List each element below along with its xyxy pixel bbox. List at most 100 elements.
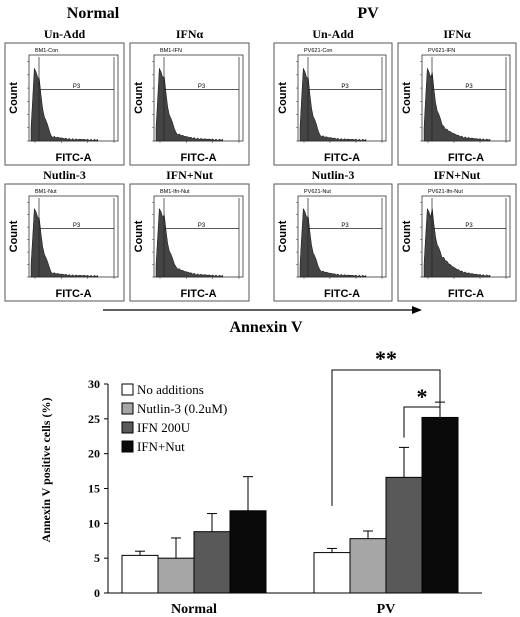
annexin-arrow-head [412, 306, 422, 314]
flow-panel-frame [4, 42, 125, 166]
flow-x-axis-label: FITC-A [448, 288, 484, 300]
legend-label: Nutlin-3 (0.2uM) [137, 401, 227, 416]
flow-histogram [30, 207, 99, 278]
flow-y-axis-label: Count [8, 220, 20, 252]
legend-label: IFN 200U [137, 420, 191, 435]
flow-histogram [30, 67, 99, 142]
bar-chart: Annexin V positive cells (%) 0 5 10 15 20 25 3… [39, 346, 482, 617]
significance-brackets: *** [331, 346, 441, 506]
flow-panel-frame [397, 183, 517, 302]
flow-panel-title: Un-Add [312, 27, 354, 41]
bar-chart-y-ticks: 0 5 10 15 20 25 30 [88, 377, 482, 600]
y-tick-label: 10 [88, 516, 100, 530]
flow-panel: Nutlin-3 BM1-Nut P3 FITC-A Count [4, 168, 125, 302]
legend-label: No additions [137, 382, 204, 397]
flow-panel: IFNα PV621-IFN P3 FITC-A Count [397, 27, 517, 166]
bar-chart-legend: No additions Nutlin-3 (0.2uM) IFN 200U IFN+… [121, 382, 227, 454]
bar [193, 531, 231, 594]
flow-histogram [423, 67, 491, 142]
flow-cytometry-panels: Un-Add BM1-Con P3 FITC-A Count IFNα BM1-IFN P3 F… [4, 27, 517, 302]
flow-panel-title: IFNα [176, 27, 204, 41]
bar [385, 476, 423, 594]
flow-panel-frame [4, 183, 125, 302]
flow-y-axis-label: Count [401, 220, 413, 252]
y-tick-label: 15 [88, 482, 100, 496]
bar-chart-y-axis-label: Annexin V positive cells (%) [39, 398, 53, 543]
bar [229, 510, 267, 594]
bar [121, 554, 159, 594]
legend-swatch [121, 402, 134, 415]
legend-swatch [121, 421, 134, 434]
bar [421, 416, 459, 594]
flow-x-axis-label: FITC-A [324, 152, 360, 164]
flow-panel: IFNα BM1-IFN P3 FITC-A Count [129, 27, 250, 166]
flow-panel: Un-Add PV621-Con P3 FITC-A Count [273, 27, 393, 166]
bar [157, 557, 195, 594]
flow-sample-id: PV621-IFN [428, 48, 455, 54]
flow-histogram [423, 207, 491, 278]
annexin-label: Annexin V [229, 319, 303, 336]
flow-panel: IFN+Nut PV621-Ifn-Nut P3 FITC-A Count [397, 168, 517, 302]
gate-label: P3 [465, 84, 473, 90]
x-category-label: Normal [171, 602, 217, 617]
flow-histogram [155, 67, 224, 142]
gate-label: P3 [198, 84, 206, 90]
legend-swatch [121, 440, 134, 453]
bar [349, 538, 387, 594]
flow-x-axis-label: FITC-A [55, 152, 91, 164]
flow-histogram [299, 207, 367, 278]
significance-bracket [403, 400, 441, 438]
flow-sample-id: PV621-Con [304, 48, 332, 54]
flow-y-axis-label: Count [8, 82, 20, 114]
flow-panel: Un-Add BM1-Con P3 FITC-A Count [4, 27, 125, 166]
y-tick-label: 30 [88, 377, 100, 391]
gate-label: P3 [341, 84, 349, 90]
flow-panel-frame [273, 42, 393, 166]
flow-panel-title: IFN+Nut [166, 168, 213, 182]
flow-panel: IFN+Nut BM1-Ifn-Nut P3 FITC-A Count [129, 168, 250, 302]
y-tick-label: 0 [94, 586, 100, 600]
significance-label: ** [375, 346, 397, 371]
flow-sample-id: BM1-Ifn-Nut [160, 189, 190, 195]
flow-panel-title: IFN+Nut [434, 168, 481, 182]
flow-panel-frame [129, 183, 250, 302]
flow-panel-title: IFNα [443, 27, 471, 41]
flow-panel-frame [397, 42, 517, 166]
flow-y-axis-label: Count [277, 220, 289, 252]
bar-chart-bars [121, 401, 459, 594]
flow-panel: Nutlin-3 PV621-Nut P3 FITC-A Count [273, 168, 393, 302]
flow-x-axis-label: FITC-A [180, 152, 216, 164]
legend-swatch [121, 383, 134, 396]
flow-y-axis-label: Count [277, 82, 289, 114]
group-label-pv: PV [357, 5, 379, 22]
y-tick-label: 25 [88, 412, 100, 426]
flow-sample-id: PV621-Nut [304, 189, 331, 195]
y-tick-label: 5 [94, 551, 100, 565]
significance-label: * [417, 384, 428, 409]
flow-sample-id: BM1-Con [35, 48, 58, 54]
flow-histogram [155, 207, 224, 278]
gate-label: P3 [341, 223, 349, 229]
flow-x-axis-label: FITC-A [448, 152, 484, 164]
bar-chart-x-categories: Normal PV [171, 602, 395, 617]
legend-label: IFN+Nut [137, 439, 185, 454]
flow-x-axis-label: FITC-A [180, 288, 216, 300]
flow-x-axis-label: FITC-A [324, 288, 360, 300]
flow-histogram [299, 67, 367, 142]
gate-label: P3 [73, 223, 81, 229]
gate-label: P3 [198, 223, 206, 229]
group-label-normal: Normal [67, 5, 120, 22]
flow-y-axis-label: Count [133, 220, 145, 252]
gate-label: P3 [465, 223, 473, 229]
flow-x-axis-label: FITC-A [55, 288, 91, 300]
bar [313, 552, 351, 594]
flow-panel-frame [129, 42, 250, 166]
flow-y-axis-label: Count [401, 82, 413, 114]
flow-panel-title: Nutlin-3 [312, 168, 355, 182]
flow-y-axis-label: Count [133, 82, 145, 114]
flow-sample-id: PV621-Ifn-Nut [428, 189, 463, 195]
x-category-label: PV [377, 602, 396, 617]
gate-label: P3 [73, 84, 81, 90]
flow-panel-frame [273, 183, 393, 302]
